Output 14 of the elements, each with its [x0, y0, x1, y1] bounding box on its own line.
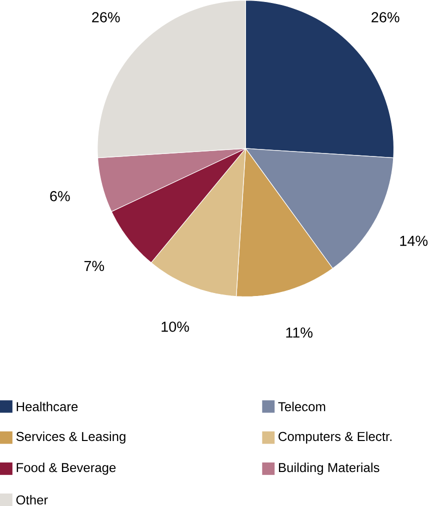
data-label: 10%: [161, 322, 189, 332]
legend-label: Telecom: [278, 402, 325, 412]
legend-label: Services & Leasing: [16, 432, 126, 444]
data-label: 7%: [84, 260, 104, 272]
data-label: 26%: [92, 12, 120, 22]
legend-label: Healthcare: [16, 402, 78, 412]
legend-label: Building Materials: [278, 462, 380, 475]
data-label: 14%: [400, 236, 428, 246]
legend-label: Computers & Electr.: [278, 432, 392, 444]
legend-label: Other: [16, 495, 48, 505]
data-label: 11%: [286, 328, 312, 338]
data-label: 26%: [371, 12, 400, 22]
legend-label: Food & Beverage: [16, 462, 116, 475]
data-label: 6%: [50, 191, 70, 202]
